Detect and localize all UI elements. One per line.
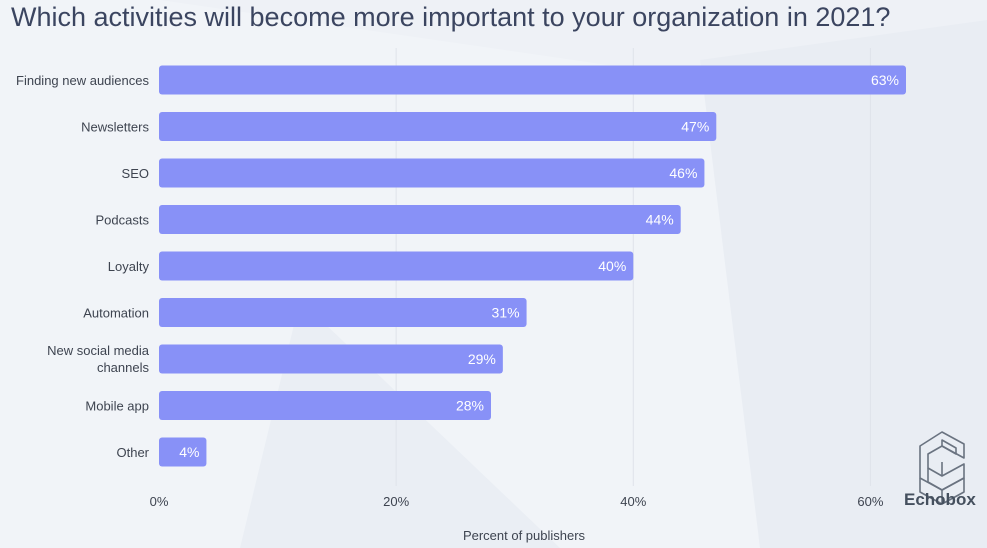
category-label: Other xyxy=(116,445,149,460)
category-label: New social media channels xyxy=(47,343,150,375)
category-label: SEO xyxy=(122,166,149,181)
bar xyxy=(159,158,705,188)
bar-value-label: 31% xyxy=(492,305,520,321)
x-tick-label: 0% xyxy=(150,494,169,509)
bar xyxy=(159,437,207,467)
bar xyxy=(159,344,503,374)
bar-value-label: 46% xyxy=(669,165,697,181)
bar-value-label: 4% xyxy=(179,444,199,460)
bar xyxy=(159,298,527,327)
bar-value-label: 44% xyxy=(646,212,674,228)
chart-title: Which activities will become more import… xyxy=(11,2,891,32)
bar-value-label: 28% xyxy=(456,398,484,414)
category-label: Podcasts xyxy=(96,213,150,228)
bar xyxy=(159,391,491,420)
bar-value-label: 40% xyxy=(598,258,626,274)
echobox-logo-icon xyxy=(919,431,965,505)
bar xyxy=(159,251,634,281)
bar xyxy=(159,65,906,95)
bar-value-label: 29% xyxy=(468,351,496,367)
x-tick-label: 20% xyxy=(383,494,409,509)
category-label: Automation xyxy=(83,306,149,321)
category-label: Newsletters xyxy=(81,120,149,135)
bar-value-label: 47% xyxy=(681,119,709,135)
x-tick-label: 60% xyxy=(857,494,883,509)
category-label: Loyalty xyxy=(108,259,150,274)
bar xyxy=(159,205,681,234)
category-label: Finding new audiences xyxy=(16,73,149,88)
x-axis-title: Percent of publishers xyxy=(463,528,586,543)
category-label: Mobile app xyxy=(85,399,149,414)
bar xyxy=(159,112,717,141)
bar-value-label: 63% xyxy=(871,72,899,88)
echobox-logo-text: Echobox xyxy=(904,490,976,509)
x-tick-label: 40% xyxy=(620,494,646,509)
